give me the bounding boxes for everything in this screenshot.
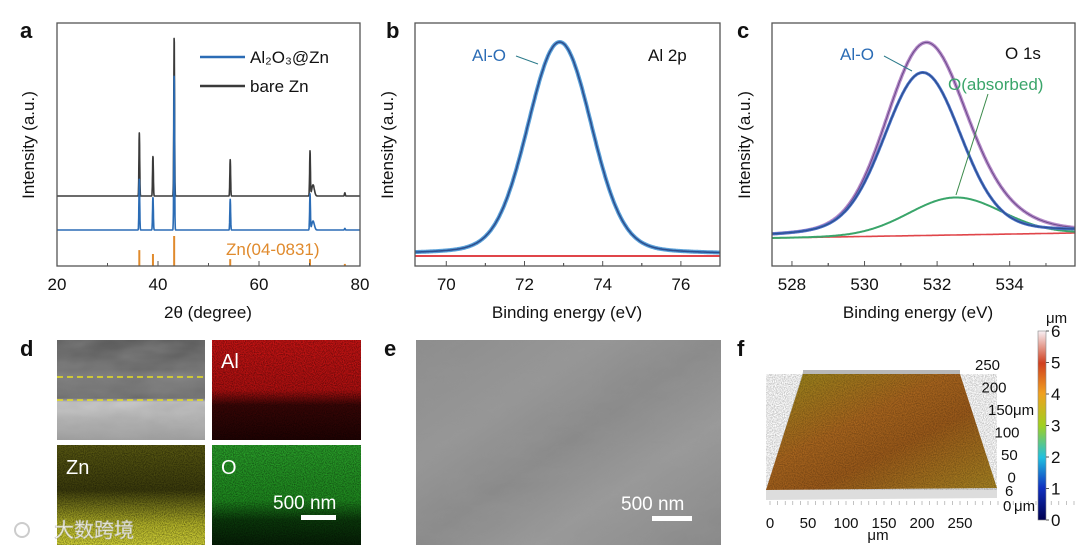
x-tick-label: 60 (250, 275, 269, 294)
eds-mapping-panel: Al Zn O 500 nm 大数跨境 (14, 340, 361, 545)
scale-bar-label: 500 nm (621, 494, 684, 515)
x-tick-label: 534 (995, 275, 1023, 294)
y-tick-label: 200 (982, 380, 1007, 397)
y-tick-label: 250 (975, 357, 1000, 374)
x-axis-label: Binding energy (eV) (843, 303, 993, 322)
reference-label: Zn(04-0831) (226, 240, 320, 259)
x-tick-label: 200 (909, 515, 934, 532)
y-tick-label: 100 (995, 425, 1020, 442)
fit-line-al-o-core (771, 71, 1075, 235)
x-tick-label: 76 (671, 275, 690, 294)
x-tick-label: 70 (437, 275, 456, 294)
watermark: 大数跨境 (54, 519, 134, 542)
x-tick-label: 80 (351, 275, 370, 294)
y-tick-label: 0 (1008, 470, 1016, 487)
x-tick-label: 100 (833, 515, 858, 532)
element-label-zn: Zn (66, 457, 89, 479)
xrd-chart: 20 40 60 80 2θ (degree) Intensity (a.u.) Al… (19, 22, 370, 322)
colorbar-tick-label: 3 (1051, 417, 1060, 436)
sem-cross-section-image (57, 340, 205, 440)
colorbar-tick-label: 4 (1051, 385, 1060, 404)
sem-surface-image: 500 nm (416, 340, 721, 545)
xps-o1s-chart: 528 530 532 534 Binding energy (eV) Intensi… (735, 22, 1076, 322)
series-line-bare-zn (56, 37, 361, 197)
x-tick-label: 528 (778, 275, 806, 294)
fit-line-al-o (413, 40, 722, 255)
fit-line-al-o (771, 71, 1076, 236)
x-tick-label: 532 (923, 275, 951, 294)
plot-frame (414, 22, 721, 267)
x-axis-label: 2θ (degree) (164, 303, 252, 322)
chart-title: Al 2p (648, 46, 687, 65)
y-tick-label: 150 (988, 402, 1013, 419)
z-axis-unit: μm (1014, 498, 1035, 515)
x-tick-label: 72 (515, 275, 534, 294)
panel-label-e: e (384, 336, 396, 361)
scale-bar-label: 500 nm (273, 493, 336, 514)
xps-al2p-chart: 70 72 74 76 Binding energy (eV) Intensity (… (378, 22, 722, 322)
scale-bar (301, 515, 336, 520)
series-line-al2o3-zn (56, 75, 361, 231)
z-tick-6: 6 (1005, 483, 1013, 500)
panel-label-f: f (737, 336, 745, 361)
annotation-arrow-al-o (883, 55, 913, 72)
panel-label-c: c (737, 18, 749, 43)
annotation-al-o: Al-O (472, 46, 506, 65)
colorbar (1037, 330, 1047, 521)
x-tick-label: 20 (48, 275, 67, 294)
scale-bar (652, 516, 692, 521)
x-tick-label: 150 (871, 515, 896, 532)
colorbar-tick-label: 2 (1051, 448, 1060, 467)
x-tick-label: 40 (149, 275, 168, 294)
x-tick-label: 50 (800, 515, 817, 532)
data-line-al-o (414, 41, 720, 254)
colorbar-tick-label: 1 (1051, 480, 1060, 499)
legend-label-coated: Al₂O₃@Zn (250, 48, 329, 67)
eds-map-o: O 500 nm (212, 445, 361, 545)
eds-map-al: Al (212, 340, 361, 440)
eds-map-zn: Zn (57, 445, 205, 545)
element-label-o: O (221, 457, 237, 479)
plot-frame (771, 22, 1076, 267)
y-tick-label: 50 (1001, 447, 1018, 464)
colorbar-tick-label: 5 (1051, 354, 1060, 373)
front-wall (766, 488, 997, 500)
y-axis-label: Intensity (a.u.) (378, 91, 397, 199)
annotation-al-o: Al-O (840, 45, 874, 64)
y-axis-label: Intensity (a.u.) (735, 91, 754, 199)
x-axis-label: Binding energy (eV) (492, 303, 642, 322)
annotation-o-absorbed: O(absorbed) (948, 75, 1043, 94)
colorbar-unit: μm (1046, 310, 1067, 327)
z-tick-0: 0 (1003, 498, 1011, 515)
x-tick-label: 250 (947, 515, 972, 532)
x-tick-label: 74 (593, 275, 612, 294)
colorbar-tick-label: 0 (1051, 511, 1060, 530)
fit-line-o-absorbed (771, 196, 1075, 239)
x-axis-unit: μm (867, 527, 888, 544)
panel-label-b: b (386, 18, 399, 43)
annotation-arrow (515, 55, 539, 65)
watermark-logo-icon (14, 522, 30, 538)
panel-label-d: d (20, 336, 33, 361)
panel-label-a: a (20, 18, 33, 43)
y-axis-unit: μm (1013, 402, 1034, 419)
colorbar-tick-label: 6 (1051, 322, 1060, 341)
y-axis-label: Intensity (a.u.) (19, 91, 38, 199)
x-tick-label: 0 (766, 515, 774, 532)
legend-label-bare: bare Zn (250, 77, 309, 96)
chart-title: O 1s (1005, 44, 1041, 63)
x-tick-label: 530 (850, 275, 878, 294)
annotation-arrow-o-absorbed (955, 93, 989, 196)
element-label-al: Al (221, 351, 239, 373)
